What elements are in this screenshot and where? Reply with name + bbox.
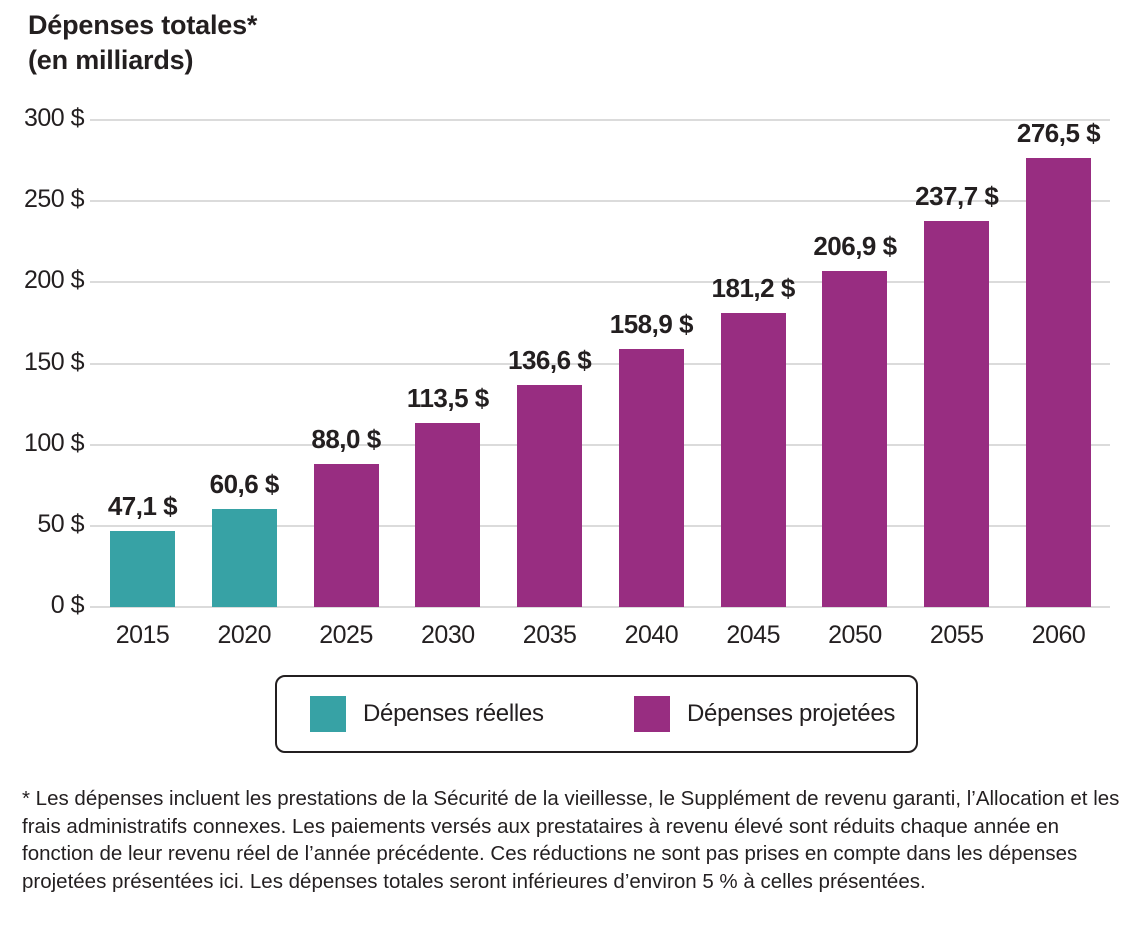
x-tick-label-2055: 2055 bbox=[929, 621, 984, 649]
bar-value-2055: 237,7 $ bbox=[915, 181, 999, 212]
gridline bbox=[90, 524, 1110, 527]
gridline bbox=[90, 200, 1110, 203]
x-tick-label-2015: 2015 bbox=[115, 621, 170, 649]
x-tick-label-2040: 2040 bbox=[624, 621, 679, 649]
y-tick-label: 250 $ bbox=[23, 185, 85, 214]
legend: Dépenses réelles Dépenses projetées bbox=[275, 675, 918, 753]
footnote: * Les dépenses incluent les prestations … bbox=[22, 785, 1130, 895]
y-tick-label: 0 $ bbox=[50, 591, 85, 619]
bar-2015 bbox=[110, 530, 175, 607]
footnote-line: en compte dans les dépenses projetées pr… bbox=[22, 842, 1078, 893]
bar-2035 bbox=[517, 385, 583, 607]
legend-entry-reelles: Dépenses réelles bbox=[310, 677, 544, 751]
chart-title: Dépenses totales* (en milliards) bbox=[28, 8, 257, 78]
legend-swatch-reelles bbox=[310, 696, 346, 732]
bar-2025 bbox=[313, 464, 379, 607]
bar-2055 bbox=[924, 221, 990, 607]
footnote-line: réduits chaque année en fonction de leur… bbox=[22, 814, 1059, 866]
bar-value-2015: 47,1 $ bbox=[107, 490, 178, 521]
legend-label-reelles: Dépenses réelles bbox=[363, 700, 544, 727]
x-tick-label-2030: 2030 bbox=[421, 621, 475, 649]
chart-title-line2: (en milliards) bbox=[28, 45, 194, 75]
gridline bbox=[90, 443, 1110, 446]
bar-value-2060: 276,5 $ bbox=[1016, 118, 1101, 149]
bar-value-2040: 158,9 $ bbox=[609, 309, 694, 340]
x-tick-label-2025: 2025 bbox=[319, 621, 373, 649]
gridline bbox=[90, 119, 1110, 121]
gridline bbox=[90, 281, 1110, 284]
legend-entry-projetees: Dépenses projetées bbox=[634, 677, 895, 751]
y-tick-label: 100 $ bbox=[23, 428, 85, 457]
bar-value-2025: 88,0 $ bbox=[311, 424, 381, 455]
footnote-line: * Les dépenses incluent les prestations … bbox=[22, 787, 967, 810]
y-tick-label: 150 $ bbox=[23, 347, 85, 376]
y-tick-label: 200 $ bbox=[23, 266, 85, 295]
bar-2030 bbox=[415, 422, 481, 607]
bar-value-2035: 136,6 $ bbox=[507, 345, 592, 376]
footnote-line: à celles présentées. bbox=[743, 869, 926, 893]
gridline bbox=[90, 606, 1110, 608]
bar-2060 bbox=[1026, 158, 1092, 607]
footnote-line: l’Allocation et les frais administratifs… bbox=[22, 787, 1120, 838]
x-tick-label-2045: 2045 bbox=[726, 621, 780, 649]
x-tick-label-2060: 2060 bbox=[1031, 621, 1086, 649]
bar-value-2030: 113,5 $ bbox=[406, 382, 489, 413]
x-tick-label-2020: 2020 bbox=[217, 621, 272, 649]
bar-2050 bbox=[822, 271, 888, 607]
legend-label-projetees: Dépenses projetées bbox=[687, 700, 896, 727]
legend-swatch-projetees bbox=[634, 696, 670, 732]
x-tick-label-2035: 2035 bbox=[522, 621, 577, 649]
gridline bbox=[90, 362, 1110, 365]
bar-2020 bbox=[211, 508, 277, 607]
bar-2045 bbox=[720, 312, 786, 607]
chart-title-line1: Dépenses totales* bbox=[28, 10, 258, 40]
y-tick-label: 300 $ bbox=[23, 104, 85, 132]
y-tick-label: 50 $ bbox=[37, 509, 84, 538]
bar-value-2020: 60,6 $ bbox=[209, 468, 280, 499]
bar-value-2050: 206,9 $ bbox=[813, 231, 897, 262]
bar-chart: 0 $ 50 $ 100 $ 150 $ 200 $ 250 $ 300 $ 47,1 $ 6… bbox=[23, 104, 1110, 649]
bar-2040 bbox=[618, 349, 684, 607]
bar-value-2045: 181,2 $ bbox=[711, 272, 796, 303]
x-tick-label-2050: 2050 bbox=[828, 621, 882, 649]
